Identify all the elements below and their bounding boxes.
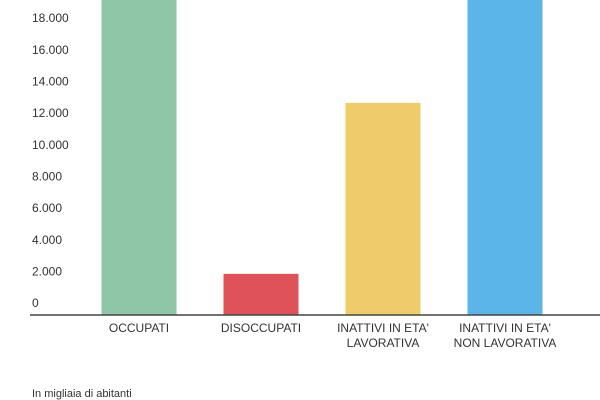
x-tick-label: DISOCCUPATI (220, 321, 302, 335)
x-tick-label: INATTIVI IN ETA' NON LAVORATIVA (453, 321, 557, 350)
y-tick-label: 4.000 (32, 233, 62, 247)
y-tick-label: 18.000 (32, 11, 69, 25)
bar (467, 0, 543, 315)
y-tick-label: 0 (32, 296, 39, 310)
bar (101, 0, 177, 315)
x-tick-label: INATTIVI IN ETA' LAVORATIVA (337, 321, 429, 350)
y-tick-label: 2.000 (32, 265, 62, 279)
y-tick-label: 6.000 (32, 201, 62, 215)
y-tick-label: 16.000 (32, 43, 69, 57)
x-tick-label: OCCUPATI (108, 321, 170, 335)
bar (345, 102, 421, 315)
y-tick-label: 8.000 (32, 170, 62, 184)
y-tick-label: 12.000 (32, 106, 69, 120)
bar (223, 273, 299, 315)
y-tick-label: 10.000 (32, 138, 69, 152)
y-tick-label: 14.000 (32, 75, 69, 89)
annotation: In migliaia di abitanti (32, 388, 132, 400)
